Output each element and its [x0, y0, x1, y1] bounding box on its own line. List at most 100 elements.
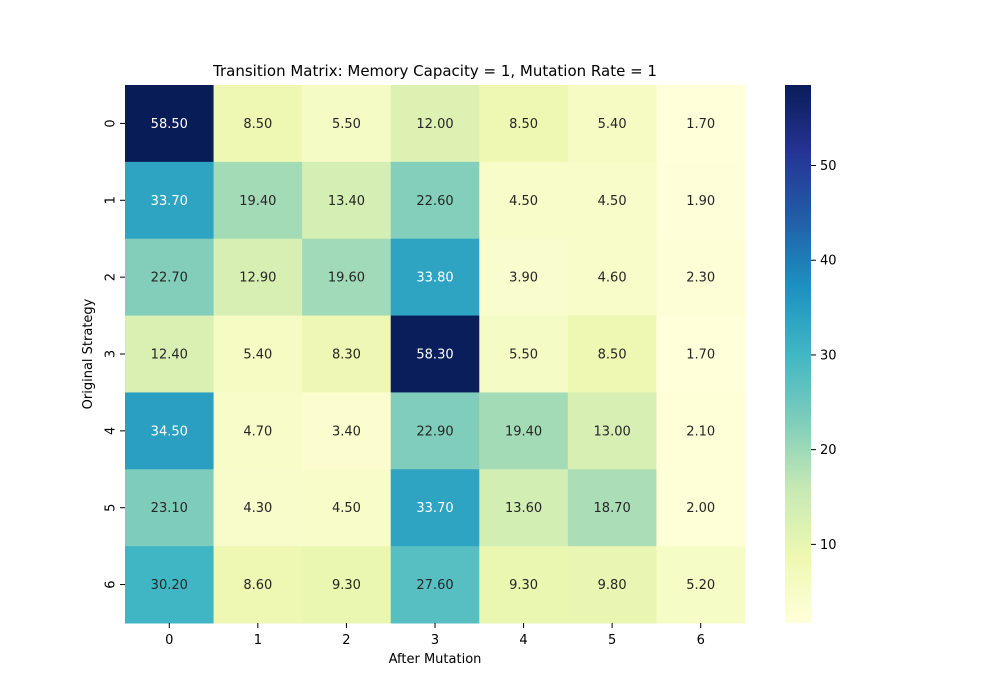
- cell-value-label: 4.70: [243, 424, 272, 439]
- heatmap-cell: [390, 392, 480, 470]
- cell-value-label: 2.00: [686, 501, 715, 516]
- heatmap-cell: [213, 469, 303, 547]
- y-tick-label: 0: [104, 119, 119, 127]
- heatmap-cell: [390, 546, 480, 624]
- cell-value-label: 13.60: [505, 501, 542, 516]
- cell-value-label: 2.10: [686, 424, 715, 439]
- cell-value-label: 4.50: [509, 194, 538, 209]
- cell-value-label: 9.80: [598, 578, 627, 593]
- heatmap-cell: [567, 238, 657, 317]
- cell-value-label: 8.50: [509, 117, 538, 132]
- cell-value-label: 3.90: [509, 271, 538, 286]
- colorbar-ticks: 10 20 30 40 50: [811, 159, 837, 553]
- heatmap-cell: [567, 315, 657, 393]
- cell-value-label: 4.60: [598, 271, 627, 286]
- cell-value-label: 2.30: [686, 271, 715, 286]
- heatmap-cell: [479, 161, 569, 240]
- heatmap-cell: [302, 238, 392, 317]
- cell-value-label: 58.50: [151, 117, 188, 132]
- colorbar-tick-label: 30: [820, 348, 837, 363]
- cell-value-label: 1.70: [686, 117, 715, 132]
- heatmap-cell: [656, 315, 746, 393]
- colorbar-tick-label: 10: [820, 538, 837, 553]
- heatmap-cell: [125, 392, 215, 470]
- heatmap-cell: [567, 546, 657, 624]
- heatmap-cell: [390, 238, 480, 317]
- cell-value-label: 22.60: [416, 194, 453, 209]
- colorbar-tick-label: 20: [820, 443, 837, 458]
- heatmap-cell: [567, 85, 657, 163]
- cell-value-label: 22.90: [416, 424, 453, 439]
- cell-value-label: 19.40: [239, 194, 276, 209]
- heatmap-cell: [479, 546, 569, 624]
- cell-value-label: 19.60: [328, 271, 365, 286]
- heatmap-cell: [656, 85, 746, 163]
- heatmap-cell: [479, 238, 569, 317]
- colorbar-tick-label: 40: [820, 254, 837, 269]
- y-tick-label: 5: [104, 504, 119, 512]
- heatmap-cell: [302, 315, 392, 393]
- x-tick-label: 4: [519, 633, 527, 648]
- heatmap-cell: [390, 469, 480, 547]
- cell-value-label: 5.50: [509, 348, 538, 363]
- cell-value-label: 8.50: [598, 348, 627, 363]
- heatmap-cell: [567, 161, 657, 240]
- cell-value-label: 5.40: [243, 348, 272, 363]
- x-tick-label: 1: [254, 633, 262, 648]
- heatmap-cell: [479, 315, 569, 393]
- x-axis-ticks: 0 1 2 3 4 5 6: [165, 623, 705, 648]
- y-tick-label: 4: [104, 427, 119, 435]
- cell-value-label: 4.30: [243, 501, 272, 516]
- x-tick-label: 5: [608, 633, 616, 648]
- heatmap-cell: [390, 85, 480, 163]
- heatmap-cell: [213, 238, 303, 317]
- cell-value-label: 13.00: [594, 424, 631, 439]
- heatmap-cell: [656, 546, 746, 624]
- cell-value-label: 19.40: [505, 424, 542, 439]
- heatmap-cell: [302, 392, 392, 470]
- x-tick-label: 2: [342, 633, 350, 648]
- chart-title: Transition Matrix: Memory Capacity = 1, …: [212, 62, 657, 80]
- x-tick-label: 0: [165, 633, 173, 648]
- heatmap-cell: [125, 161, 215, 240]
- heatmap-cell: [125, 469, 215, 547]
- heatmap-cell: [302, 161, 392, 240]
- cell-value-label: 5.20: [686, 578, 715, 593]
- heatmap-cell: [125, 85, 215, 163]
- heatmap-cell: [213, 315, 303, 393]
- cell-value-label: 12.90: [239, 271, 276, 286]
- cell-value-label: 4.50: [332, 501, 361, 516]
- heatmap-cell: [656, 392, 746, 470]
- heatmap-cell: [479, 85, 569, 163]
- heatmap-cell: [213, 161, 303, 240]
- cell-value-label: 9.30: [509, 578, 538, 593]
- heatmap-cell: [302, 546, 392, 624]
- y-tick-label: 1: [104, 196, 119, 204]
- cell-value-label: 8.30: [332, 348, 361, 363]
- heatmap-cell: [125, 238, 215, 317]
- heatmap-cell: [656, 238, 746, 317]
- cell-value-label: 18.70: [594, 501, 631, 516]
- cell-value-label: 12.00: [416, 117, 453, 132]
- heatmap-cell: [479, 469, 569, 547]
- cell-value-label: 27.60: [416, 578, 453, 593]
- cell-value-label: 33.70: [151, 194, 188, 209]
- heatmap-cell: [213, 546, 303, 624]
- y-tick-label: 3: [104, 350, 119, 358]
- cell-value-label: 33.70: [416, 501, 453, 516]
- cell-value-label: 23.10: [151, 501, 188, 516]
- x-tick-label: 6: [697, 633, 705, 648]
- heatmap-cell: [567, 469, 657, 547]
- cell-value-label: 30.20: [151, 578, 188, 593]
- heatmap-cell: [302, 85, 392, 163]
- colorbar: [785, 85, 811, 623]
- cell-value-label: 34.50: [151, 424, 188, 439]
- heatmap-cell: [125, 315, 215, 393]
- heatmap-cell: [656, 469, 746, 547]
- heatmap-cell: [125, 546, 215, 624]
- cell-value-label: 8.50: [243, 117, 272, 132]
- cell-value-label: 13.40: [328, 194, 365, 209]
- heatmap-cells: [125, 85, 746, 624]
- heatmap-cell: [213, 392, 303, 470]
- cell-value-label: 12.40: [151, 348, 188, 363]
